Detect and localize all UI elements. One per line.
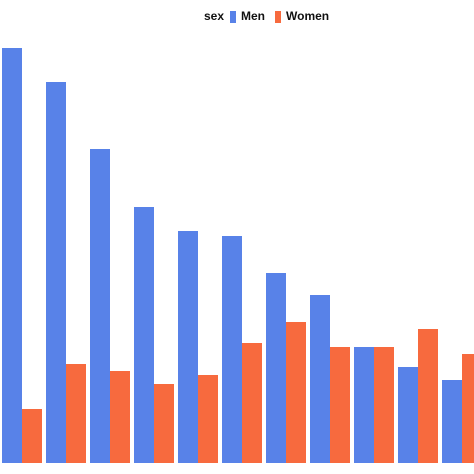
bar xyxy=(354,347,374,463)
bar xyxy=(398,367,418,463)
bar xyxy=(134,207,154,463)
bar xyxy=(442,380,462,463)
bar xyxy=(286,322,306,463)
bar xyxy=(110,371,130,463)
legend-swatch xyxy=(230,11,236,23)
bar xyxy=(178,231,198,463)
bar xyxy=(90,149,110,463)
bar xyxy=(374,347,394,463)
bar xyxy=(310,295,330,463)
bar xyxy=(330,347,350,463)
bar xyxy=(242,343,262,463)
bar xyxy=(266,273,286,463)
bar xyxy=(462,354,474,463)
bar xyxy=(198,375,218,463)
legend-title: sex xyxy=(204,9,224,23)
bar xyxy=(2,48,22,463)
bar xyxy=(22,409,42,463)
legend-swatch xyxy=(275,11,281,23)
bar xyxy=(154,384,174,463)
legend-label: Men xyxy=(241,9,265,23)
bar xyxy=(66,364,86,463)
bar xyxy=(222,236,242,463)
legend-label: Women xyxy=(286,9,329,23)
bar xyxy=(46,82,66,463)
bar xyxy=(418,329,438,463)
